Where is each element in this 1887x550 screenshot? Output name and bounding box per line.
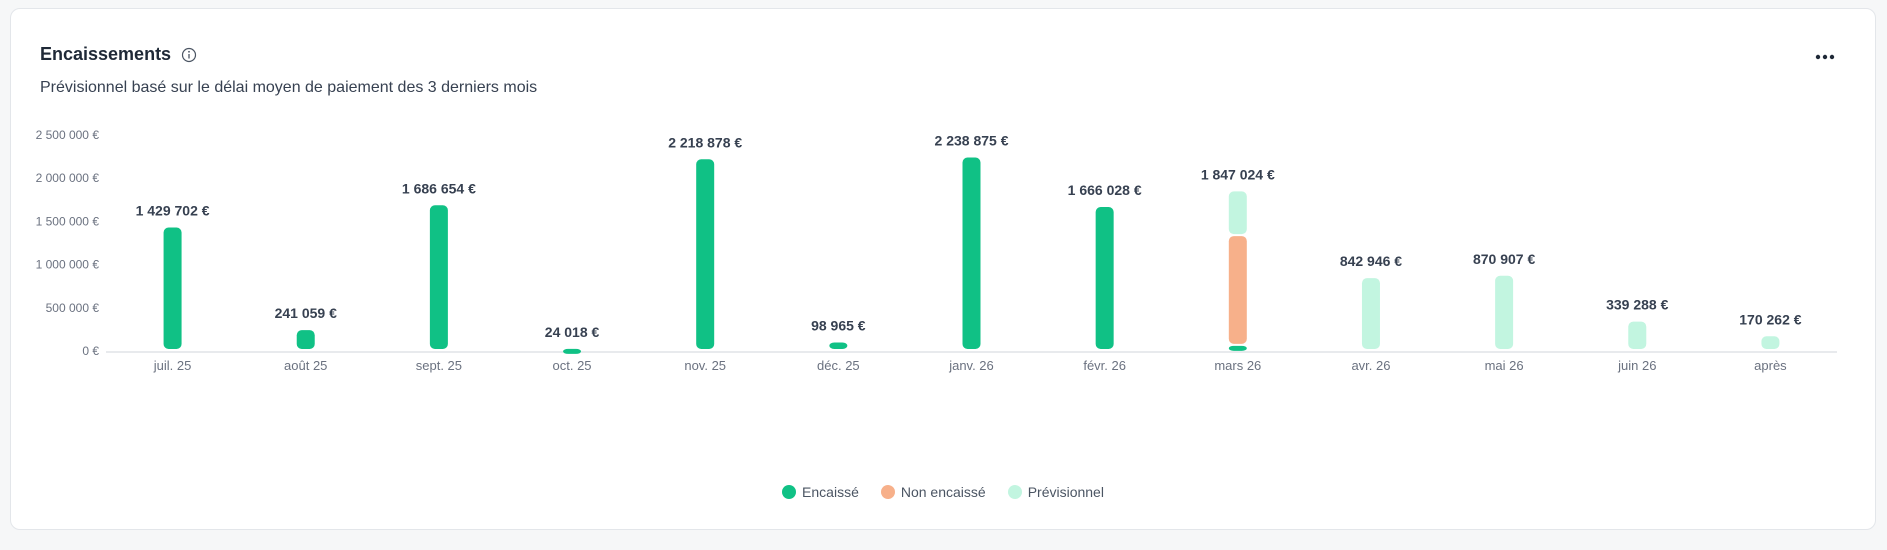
bar-total-label: 842 946 € — [1340, 253, 1402, 269]
bar-encaiss- — [696, 159, 715, 349]
x-tick-label: févr. 26 — [1083, 358, 1126, 373]
y-tick-label: 0 € — [82, 344, 99, 358]
card-title: Encaissements — [40, 44, 172, 64]
cash-chart: 0 € 500 000 € 1 000 000 € 1 500 000 € 2 000 … — [36, 128, 1837, 373]
legend-label-previsionnel: Prévisionnel — [1027, 484, 1104, 500]
info-circle-icon[interactable] — [181, 47, 197, 63]
legend-swatch-encaisse — [782, 485, 797, 499]
bar-total-label: 1 666 028 € — [1068, 182, 1142, 198]
legend-swatch-previsionnel — [1007, 485, 1022, 499]
x-tick-label: nov. 25 — [684, 358, 726, 373]
bar-non-encaiss- — [1228, 236, 1247, 344]
bar-total-label: 1 429 702 € — [136, 202, 210, 218]
bar-encaiss- — [429, 205, 448, 349]
bar-total-label: 170 262 € — [1739, 311, 1801, 327]
bar-total-label: 339 288 € — [1606, 297, 1668, 313]
legend-item-non-encaisse[interactable]: Non encaissé — [880, 484, 986, 500]
more-horizontal-icon — [1815, 54, 1835, 60]
bar-encaiss- — [296, 330, 315, 349]
y-tick-label: 2 500 000 € — [36, 128, 100, 142]
bar-pr-visionnel — [1228, 191, 1247, 235]
bar-total-label: 1 686 654 € — [402, 180, 476, 196]
x-tick-label: juin 26 — [1617, 358, 1656, 373]
bar-total-label: 2 238 875 € — [935, 133, 1009, 149]
legend-swatch-non-encaisse — [880, 485, 895, 499]
bar-encaiss- — [829, 342, 848, 349]
bar-pr-visionnel — [1495, 275, 1514, 349]
x-tick-label: mars 26 — [1214, 358, 1261, 373]
x-tick-label: janv. 26 — [948, 358, 994, 373]
bar-pr-visionnel — [1361, 278, 1380, 349]
x-tick-label: avr. 26 — [1351, 358, 1390, 373]
bar-total-label: 24 018 € — [545, 324, 600, 340]
bar-total-label: 870 907 € — [1473, 251, 1535, 267]
y-tick-label: 1 500 000 € — [36, 214, 100, 228]
chart-legend: Encaissé Non encaissé Prévisionnel — [11, 484, 1875, 500]
bar-pr-visionnel — [1628, 321, 1647, 349]
legend-label-encaisse: Encaissé — [802, 484, 859, 500]
more-options-button[interactable] — [1811, 49, 1839, 65]
x-tick-label: déc. 25 — [817, 358, 860, 373]
bar-encaiss- — [962, 157, 981, 349]
x-tick-label: mai 26 — [1485, 358, 1524, 373]
bar-encaiss- — [563, 348, 582, 354]
legend-label-non-encaisse: Non encaissé — [900, 484, 986, 500]
bar-total-label: 98 965 € — [811, 317, 866, 333]
card-subtitle: Prévisionnel basé sur le délai moyen de … — [40, 79, 538, 96]
x-tick-label: août 25 — [284, 358, 327, 373]
y-tick-label: 2 000 000 € — [36, 171, 100, 185]
x-tick-label: après — [1754, 358, 1787, 373]
card-header: Encaissements — [40, 44, 197, 65]
legend-item-previsionnel[interactable]: Prévisionnel — [1007, 484, 1104, 500]
legend-item-encaisse[interactable]: Encaissé — [782, 484, 859, 500]
x-tick-label: oct. 25 — [553, 358, 592, 373]
bar-total-label: 1 847 024 € — [1201, 166, 1275, 182]
bar-encaiss- — [1228, 345, 1247, 351]
y-tick-label: 1 000 000 € — [36, 258, 100, 272]
y-tick-label: 500 000 € — [46, 301, 100, 315]
bar-encaiss- — [163, 227, 182, 349]
bar-total-label: 2 218 878 € — [668, 134, 742, 150]
encaissements-card: Encaissements Prévisionnel basé sur le d… — [10, 8, 1876, 530]
bar-encaiss- — [1095, 207, 1114, 349]
x-tick-label: juil. 25 — [153, 358, 192, 373]
bar-total-label: 241 059 € — [275, 305, 337, 321]
bar-pr-visionnel — [1761, 336, 1780, 349]
x-tick-label: sept. 25 — [416, 358, 462, 373]
